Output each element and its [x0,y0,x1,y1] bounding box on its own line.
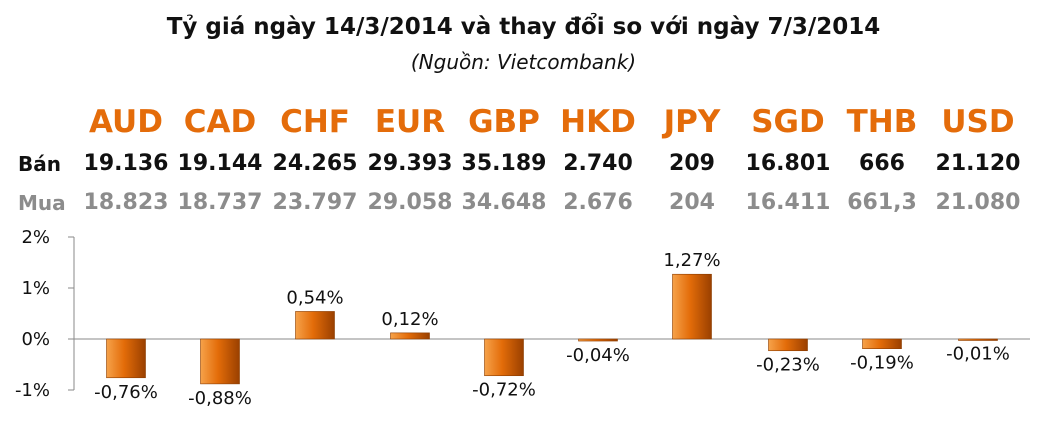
buy-rate-aud: 18.823 [83,190,169,215]
sell-rate-cad: 19.144 [177,151,263,176]
buy-rate-sgd: 16.411 [745,190,831,215]
currency-code-cad: CAD [183,104,257,140]
bar-gbp [484,338,524,377]
data-label-aud: -0,76% [94,382,158,403]
bar-sgd [768,338,808,352]
buy-rate-cad: 18.737 [177,190,263,215]
buy-row-label: Mua [18,191,66,215]
buy-rate-gbp: 34.648 [461,190,547,215]
data-label-sgd: -0,23% [756,355,820,376]
sell-rate-eur: 29.393 [367,151,453,176]
buy-rate-eur: 29.058 [367,190,453,215]
currency-code-eur: EUR [374,104,446,140]
buy-rate-chf: 23.797 [272,190,358,215]
data-label-thb: -0,19% [850,353,914,374]
y-tick-label: 1% [21,278,50,299]
sell-rate-jpy: 209 [669,151,715,176]
sell-rate-aud: 19.136 [83,151,169,176]
sell-rate-chf: 24.265 [272,151,358,176]
bar-eur [390,332,430,340]
bar-chf [295,311,335,340]
sell-rate-gbp: 35.189 [461,151,547,176]
data-label-eur: 0,12% [381,309,438,330]
sell-rate-thb: 666 [859,151,905,176]
buy-rate-jpy: 204 [669,190,715,215]
bar-thb [862,338,902,349]
currency-code-gbp: GBP [468,104,540,140]
currency-code-jpy: JPY [663,104,721,140]
data-label-jpy: 1,27% [663,250,720,271]
sell-row-label: Bán [18,152,61,176]
currency-code-thb: THB [846,104,918,140]
sell-rate-sgd: 16.801 [745,151,831,176]
currency-code-usd: USD [941,104,1015,140]
sell-rate-usd: 21.120 [935,151,1021,176]
sell-rate-hkd: 2.740 [563,151,633,176]
data-label-chf: 0,54% [286,287,343,308]
bar-aud [106,338,146,379]
currency-code-aud: AUD [89,104,163,140]
data-label-hkd: -0,04% [566,345,630,366]
source-note: (Nguồn: Vietcombank) [410,50,637,74]
currency-code-hkd: HKD [560,104,636,140]
data-label-cad: -0,88% [188,388,252,409]
bar-cad [200,338,240,385]
currency-code-sgd: SGD [751,104,825,140]
data-label-gbp: -0,72% [472,380,536,401]
bar-usd [958,338,998,341]
data-label-usd: -0,01% [946,344,1010,365]
bar-hkd [578,338,618,342]
y-tick-label: 2% [21,227,50,248]
currency-code-chf: CHF [280,104,350,140]
buy-rate-hkd: 2.676 [563,190,633,215]
buy-rate-thb: 661,3 [847,190,917,215]
page-title: Tỷ giá ngày 14/3/2014 và thay đổi so với… [166,14,881,40]
y-tick-label: 0% [21,329,50,350]
bar-jpy [672,273,712,340]
buy-rate-usd: 21.080 [935,190,1021,215]
y-tick-label: -1% [15,380,50,401]
